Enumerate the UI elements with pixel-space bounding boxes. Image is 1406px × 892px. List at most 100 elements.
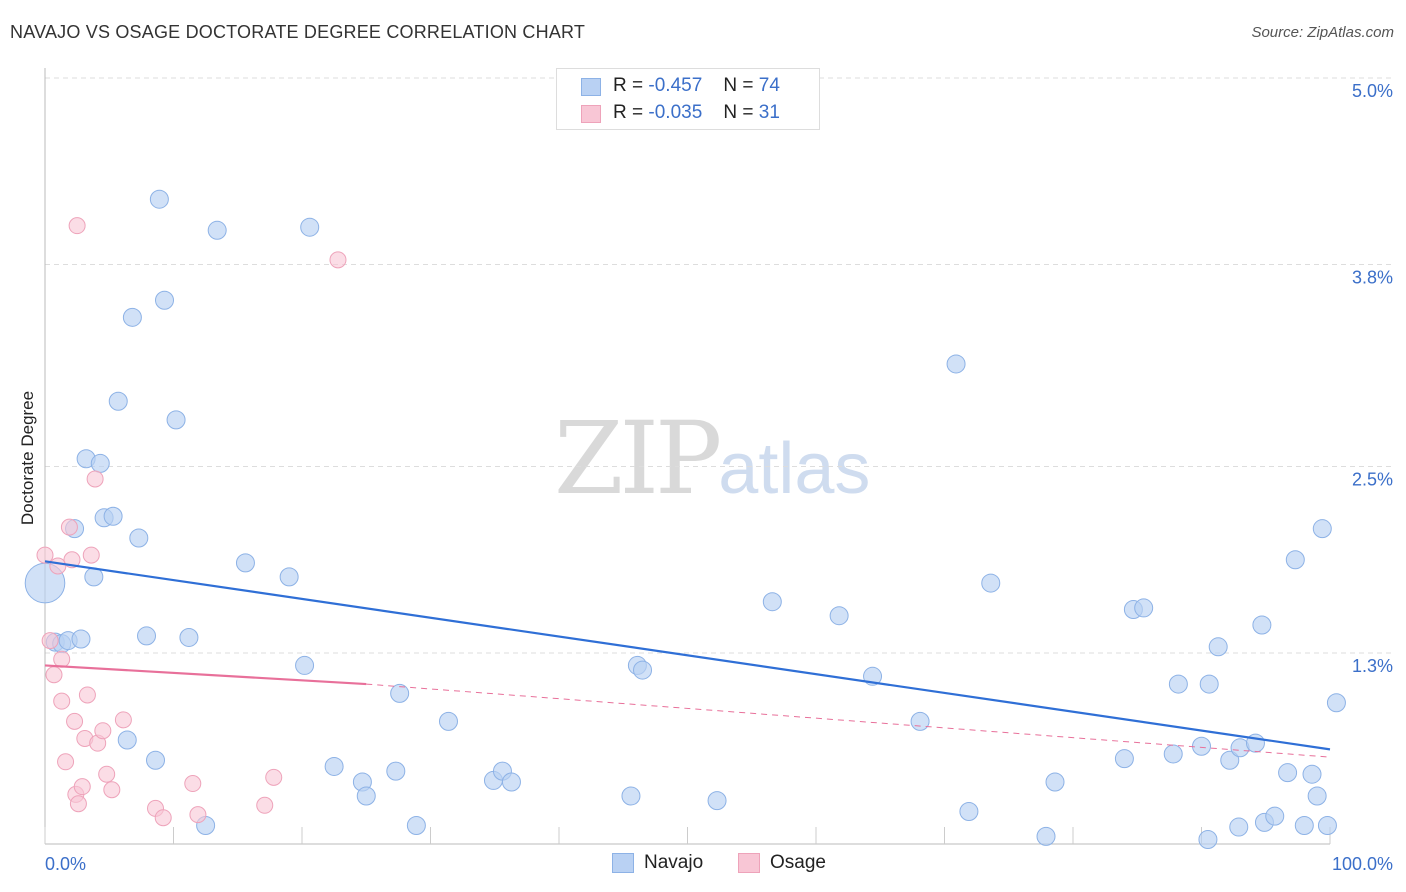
osage-point (189, 806, 207, 824)
y-tick-label: 3.8% (1352, 267, 1393, 287)
navajo-point (762, 592, 782, 612)
navajo-point (84, 567, 104, 587)
stats-box: R = -0.457 N = 74 R = -0.035 N = 31 (556, 68, 820, 130)
navajo-point (149, 189, 169, 209)
navajo-n-value: 74 (758, 75, 780, 96)
navajo-point (103, 506, 123, 526)
osage-trend-line (44, 664, 367, 686)
osage-point (265, 768, 283, 786)
legend-navajo-label: Navajo (644, 852, 704, 873)
navajo-point (829, 606, 849, 626)
osage-point (114, 711, 132, 729)
osage-point (57, 753, 75, 771)
osage-n-value: 31 (758, 102, 780, 123)
navajo-point (1168, 674, 1188, 694)
navajo-point (137, 626, 157, 646)
navajo-point (235, 553, 255, 573)
source-credit: Source: ZipAtlas.com (1251, 24, 1394, 41)
osage-point (45, 666, 63, 684)
navajo-point (621, 786, 641, 806)
navajo-point (1229, 817, 1249, 837)
navajo-point (1192, 736, 1211, 756)
navajo-point (207, 220, 227, 240)
navajo-r-label: R = (613, 75, 644, 96)
y-tick-label: 5.0% (1352, 81, 1393, 101)
navajo-point (1312, 519, 1332, 539)
navajo-point (981, 573, 1001, 593)
osage-point (53, 692, 71, 710)
osage-point (60, 518, 78, 536)
navajo-point (1252, 615, 1272, 635)
osage-point (68, 217, 86, 235)
osage-point (329, 251, 347, 269)
navajo-point (406, 816, 426, 835)
osage-point (41, 632, 59, 650)
osage-r-label: R = (613, 102, 644, 123)
osage-point (53, 650, 71, 668)
navajo-point (146, 750, 166, 770)
navajo-point (1302, 764, 1322, 784)
y-tick-label: 2.5% (1352, 470, 1393, 490)
navajo-point (1307, 786, 1327, 806)
navajo-trend-line (44, 560, 1331, 751)
navajo-point (390, 683, 410, 703)
navajo-point (179, 627, 199, 647)
navajo-point (90, 453, 110, 473)
x-tick-label: 100.0% (1332, 854, 1393, 874)
navajo-point (1198, 829, 1218, 849)
navajo-point (324, 756, 344, 776)
osage-point (82, 546, 100, 564)
watermark: ZIPatlas (554, 400, 870, 517)
legend-navajo-swatch (612, 853, 634, 873)
osage-point (49, 557, 67, 575)
legend-osage-swatch (738, 853, 760, 873)
navajo-point (1045, 772, 1065, 792)
osage-point (98, 765, 116, 783)
watermark-atlas: atlas (718, 429, 871, 509)
navajo-point (1265, 806, 1285, 826)
osage-point (36, 546, 54, 564)
navajo-point (1285, 550, 1305, 570)
navajo-r-value: -0.457 (648, 75, 703, 96)
y-tick-label: 1.3% (1352, 656, 1393, 676)
navajo-point (356, 786, 376, 806)
osage-point (86, 470, 104, 488)
osage-point (103, 781, 121, 799)
navajo-point (1163, 744, 1183, 764)
navajo-point (1134, 598, 1154, 618)
osage-trend-line-dashed (366, 683, 1331, 758)
navajo-n-label: N = (723, 75, 754, 96)
navajo-point (279, 567, 299, 587)
navajo-point (1114, 749, 1134, 769)
osage-point (78, 686, 96, 704)
osage-point (69, 795, 87, 813)
osage-point (184, 775, 202, 793)
osage-swatch (581, 105, 601, 123)
osage-point (73, 778, 91, 796)
navajo-point (438, 711, 458, 731)
navajo-point (501, 772, 521, 792)
navajo-point (166, 410, 186, 430)
osage-point (66, 712, 84, 730)
navajo-point (1317, 816, 1337, 835)
navajo-point (1199, 674, 1219, 694)
navajo-point (108, 391, 128, 411)
navajo-point (155, 290, 175, 310)
osage-r-value: -0.035 (648, 102, 703, 123)
osage-n-label: N = (723, 102, 754, 123)
navajo-point (1208, 637, 1228, 657)
navajo-point (122, 307, 142, 327)
navajo-point (1294, 816, 1314, 835)
navajo-point (300, 217, 320, 237)
navajo-point (117, 730, 137, 750)
navajo-point (959, 802, 979, 822)
navajo-point (707, 791, 727, 811)
watermark-zip: ZIP (554, 400, 722, 517)
osage-point (94, 722, 112, 740)
legend-osage-label: Osage (770, 852, 826, 873)
osage-point (256, 796, 274, 814)
chart-title: NAVAJO VS OSAGE DOCTORATE DEGREE CORRELA… (10, 22, 586, 42)
navajo-point (946, 354, 966, 374)
navajo-point (1220, 750, 1240, 770)
